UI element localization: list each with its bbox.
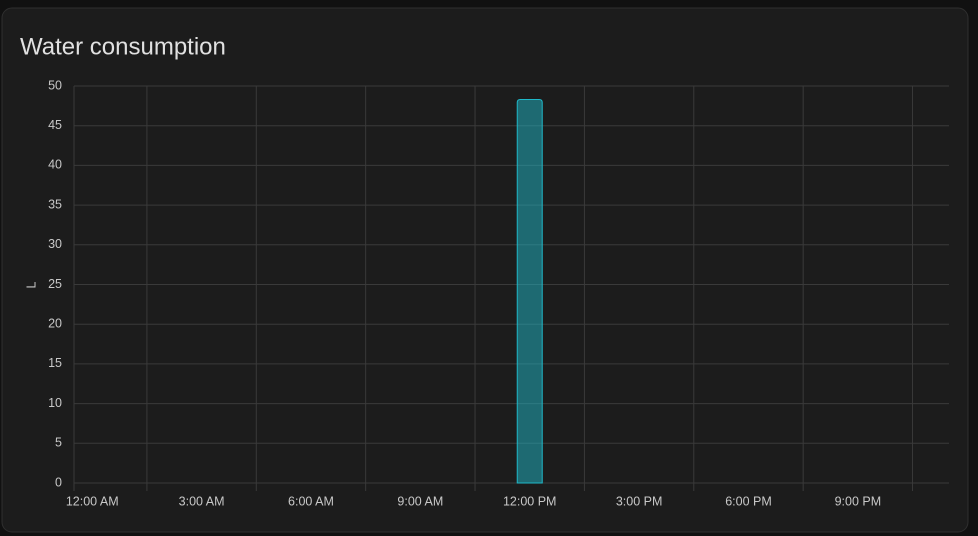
bar <box>516 98 543 484</box>
x-tick-label: 9:00 AM <box>397 494 443 508</box>
x-tick-label: 12:00 AM <box>66 494 119 508</box>
x-tick-label: 3:00 PM <box>616 494 663 508</box>
x-tick-label: 6:00 PM <box>725 494 772 508</box>
y-tick-label: 45 <box>48 118 62 132</box>
y-tick-label: 0 <box>55 475 62 489</box>
x-tick-label: 3:00 AM <box>179 494 225 508</box>
x-tick-label: 9:00 PM <box>835 494 882 508</box>
y-tick-label: 40 <box>48 158 62 172</box>
y-tick-label: 25 <box>48 277 62 291</box>
x-tick-label: 6:00 AM <box>288 494 334 508</box>
x-tick-label: 12:00 PM <box>503 494 557 508</box>
y-tick-label: 35 <box>48 197 62 211</box>
chart-title: Water consumption <box>20 33 226 60</box>
y-tick-label: 20 <box>48 316 62 330</box>
y-axis-label: L <box>24 281 38 288</box>
card-background <box>1 7 969 533</box>
y-tick-label: 10 <box>48 396 62 410</box>
y-tick-label: 30 <box>48 237 62 251</box>
y-tick-label: 50 <box>48 78 62 92</box>
y-tick-label: 5 <box>55 436 62 450</box>
y-tick-label: 15 <box>48 356 62 370</box>
